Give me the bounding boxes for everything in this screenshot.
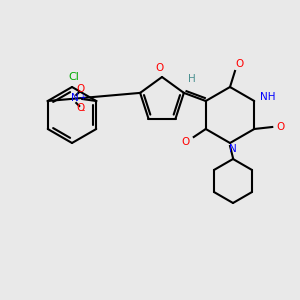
Text: O: O (76, 84, 84, 94)
Text: O: O (76, 103, 84, 113)
Text: N: N (229, 144, 237, 154)
Text: O: O (235, 59, 243, 69)
Text: O: O (155, 63, 163, 73)
Text: NH: NH (260, 92, 276, 102)
Text: O: O (276, 122, 284, 132)
Text: -: - (82, 106, 85, 116)
Text: H: H (188, 74, 196, 84)
Text: O: O (182, 137, 190, 147)
Text: +: + (79, 92, 85, 101)
Text: Cl: Cl (69, 72, 80, 82)
Text: N: N (71, 93, 79, 103)
